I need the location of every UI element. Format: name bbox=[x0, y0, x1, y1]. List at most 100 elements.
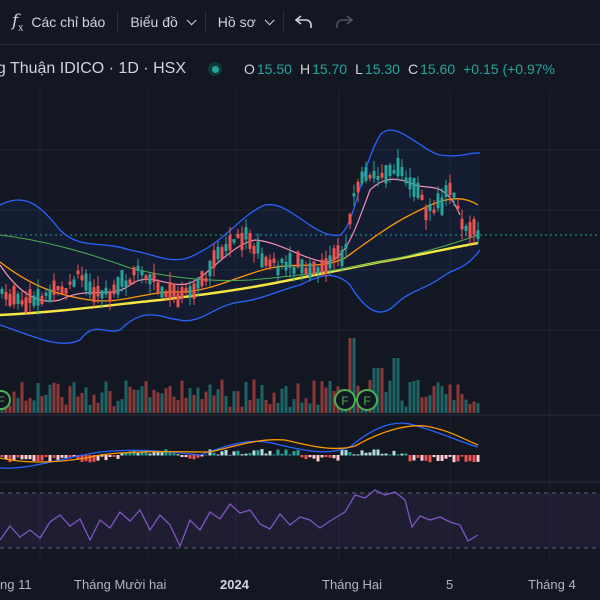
volume-bar bbox=[156, 392, 160, 413]
macd-bar bbox=[16, 455, 20, 458]
candle-body bbox=[76, 270, 80, 275]
candle-body bbox=[160, 286, 164, 298]
candle-body bbox=[100, 290, 104, 299]
indicators-button[interactable]: fx Các chỉ báo bbox=[0, 0, 117, 44]
volume-bar bbox=[140, 386, 144, 413]
volume-bar bbox=[164, 388, 168, 413]
volume-bar bbox=[312, 380, 316, 413]
volume-bar bbox=[108, 391, 112, 413]
macd-bar bbox=[200, 455, 204, 457]
volume-bar bbox=[388, 380, 392, 413]
event-marker[interactable]: F bbox=[334, 389, 356, 411]
volume-bar bbox=[404, 406, 408, 413]
macd-bar bbox=[368, 452, 372, 456]
macd-bar bbox=[180, 455, 184, 458]
macd-bar bbox=[40, 455, 44, 461]
volume-bar bbox=[36, 382, 40, 413]
event-marker[interactable]: F bbox=[356, 389, 378, 411]
macd-bar bbox=[224, 449, 228, 456]
volume-bar bbox=[188, 388, 192, 413]
macd-bar bbox=[44, 455, 48, 458]
market-status-icon[interactable] bbox=[208, 62, 222, 76]
volume-bar bbox=[216, 389, 220, 413]
volume-bar bbox=[68, 386, 72, 413]
macd-bar bbox=[340, 449, 344, 456]
macd-bar bbox=[284, 449, 288, 456]
candle-body bbox=[340, 250, 344, 266]
volume-bar bbox=[64, 404, 68, 413]
undo-button[interactable] bbox=[284, 0, 324, 44]
candle-body bbox=[16, 293, 20, 304]
candle-body bbox=[284, 261, 288, 271]
macd-bar bbox=[268, 450, 272, 456]
candle-body bbox=[156, 282, 160, 293]
volume-bar bbox=[44, 394, 48, 413]
macd-bar bbox=[412, 455, 416, 461]
macd-bar bbox=[260, 449, 264, 456]
macd-bar bbox=[120, 452, 124, 456]
candle-body bbox=[124, 280, 128, 288]
volume-bar bbox=[296, 383, 300, 413]
candle-body bbox=[56, 286, 60, 291]
candle-body bbox=[320, 259, 324, 273]
candle-body bbox=[68, 281, 72, 285]
volume-bar bbox=[8, 405, 12, 413]
redo-icon bbox=[335, 15, 353, 28]
charts-dropdown[interactable]: Biểu đồ bbox=[118, 0, 204, 44]
symbol-title[interactable]: ng Thuận IDICO · 1D · HSX bbox=[0, 60, 186, 77]
macd-bar bbox=[136, 452, 140, 456]
volume-bar bbox=[424, 396, 428, 413]
bollinger-lower bbox=[0, 249, 481, 344]
candle-body bbox=[264, 256, 268, 266]
volume-bar bbox=[200, 399, 204, 413]
candle-body bbox=[148, 274, 152, 285]
candle-body bbox=[280, 258, 284, 263]
volume-bar bbox=[476, 403, 480, 413]
indicators-label: Các chỉ báo bbox=[31, 14, 106, 30]
candle-body bbox=[324, 258, 328, 275]
event-marker[interactable]: F bbox=[0, 390, 11, 410]
macd-bar bbox=[472, 455, 476, 463]
volume-bar bbox=[392, 358, 396, 413]
volume-bar bbox=[292, 399, 296, 413]
candle-body bbox=[72, 279, 76, 287]
candle-body bbox=[392, 170, 396, 174]
macd-bar bbox=[184, 455, 188, 458]
volume-bar bbox=[428, 395, 432, 413]
volume-bar bbox=[232, 391, 236, 413]
candle-body bbox=[332, 248, 336, 261]
macd-bar bbox=[152, 451, 156, 456]
redo-button[interactable] bbox=[324, 0, 364, 44]
candle-body bbox=[432, 209, 436, 213]
open-value: 15.50 bbox=[256, 61, 292, 77]
candle-body bbox=[40, 295, 44, 305]
macd-bar bbox=[168, 451, 172, 456]
macd-bar bbox=[76, 455, 80, 460]
macd-bar bbox=[56, 455, 60, 462]
macd-bar bbox=[432, 455, 436, 458]
candle-body bbox=[136, 265, 140, 271]
candle-body bbox=[436, 193, 440, 209]
toolbar-divider bbox=[282, 11, 284, 33]
high-label: H bbox=[299, 61, 311, 77]
macd-bar bbox=[236, 450, 240, 456]
candle-body bbox=[300, 259, 304, 274]
volume-bar bbox=[464, 399, 468, 413]
macd-bar bbox=[72, 455, 76, 457]
toolbar-divider bbox=[204, 11, 206, 33]
profile-dropdown[interactable]: Hồ sơ bbox=[206, 0, 283, 44]
macd-bar bbox=[272, 454, 276, 456]
macd-bar bbox=[240, 454, 244, 456]
candle-body bbox=[28, 289, 32, 304]
candle-body bbox=[456, 205, 460, 209]
candle-body bbox=[216, 246, 220, 260]
candle-body bbox=[268, 259, 272, 267]
volume-bar bbox=[24, 400, 28, 413]
candle-body bbox=[296, 251, 300, 268]
macd-bar bbox=[404, 453, 408, 456]
volume-bar bbox=[184, 397, 188, 413]
macd-bar bbox=[424, 455, 428, 461]
candle-body bbox=[240, 232, 244, 251]
volume-bar bbox=[316, 404, 320, 413]
